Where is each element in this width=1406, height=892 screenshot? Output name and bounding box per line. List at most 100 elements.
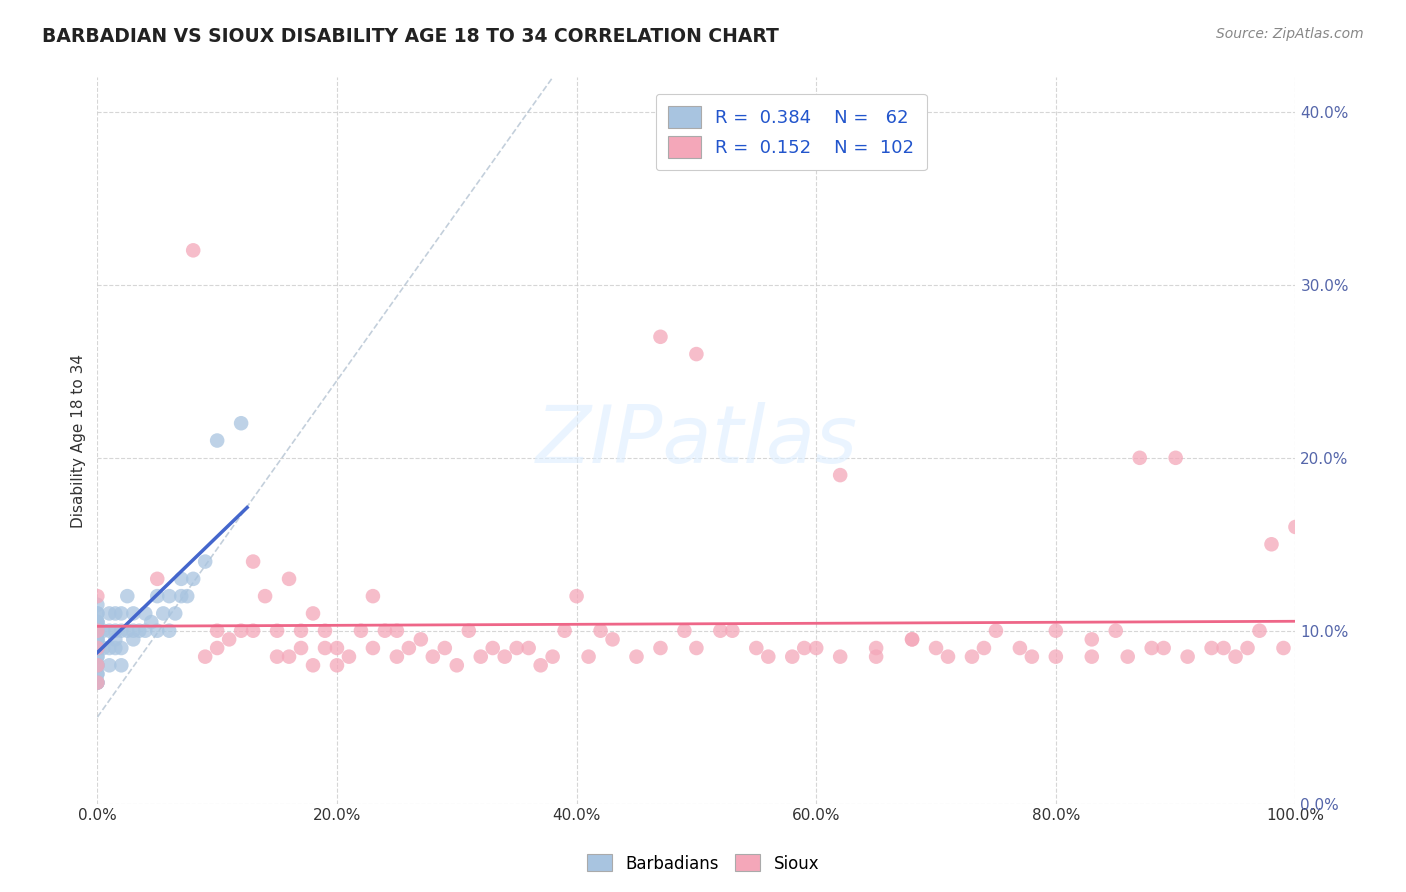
Point [1081, 632, 1104, 647]
Point [170, 572, 193, 586]
Point [110, 607, 132, 621]
Point [194, 649, 217, 664]
Point [673, 624, 696, 638]
Point [290, 640, 312, 655]
Point [86, 640, 108, 655]
Point [565, 589, 588, 603]
Point [1081, 649, 1104, 664]
Point [128, 624, 150, 638]
Point [1045, 649, 1067, 664]
Legend: R =  0.384    N =   62, R =  0.152    N =  102: R = 0.384 N = 62, R = 0.152 N = 102 [655, 94, 927, 170]
Point [1045, 624, 1067, 638]
Point [530, 658, 553, 673]
Point [385, 624, 408, 638]
Point [157, 589, 180, 603]
Point [865, 640, 887, 655]
Point [650, 330, 672, 344]
Point [1201, 640, 1223, 655]
Text: ZIPatlas: ZIPatlas [536, 401, 858, 480]
Point [361, 589, 384, 603]
Point [446, 658, 468, 673]
Point [302, 607, 325, 621]
Point [141, 615, 163, 629]
Point [398, 640, 420, 655]
Point [86, 640, 108, 655]
Point [122, 632, 145, 647]
Point [181, 244, 204, 258]
Point [578, 649, 600, 664]
Text: BARBADIAN VS SIOUX DISABILITY AGE 18 TO 34 CORRELATION CHART: BARBADIAN VS SIOUX DISABILITY AGE 18 TO … [42, 27, 779, 45]
Point [756, 649, 779, 664]
Point [242, 555, 264, 569]
Point [229, 624, 252, 638]
Point [98, 658, 121, 673]
Point [117, 624, 139, 638]
Point [86, 615, 108, 629]
Point [721, 624, 744, 638]
Point [1008, 640, 1031, 655]
Point [936, 649, 959, 664]
Point [86, 589, 108, 603]
Point [541, 649, 564, 664]
Point [830, 649, 852, 664]
Text: Source: ZipAtlas.com: Source: ZipAtlas.com [1216, 27, 1364, 41]
Point [86, 632, 108, 647]
Point [205, 640, 228, 655]
Point [205, 434, 228, 448]
Point [110, 640, 132, 655]
Point [86, 607, 108, 621]
Point [134, 607, 156, 621]
Point [290, 624, 312, 638]
Point [314, 640, 336, 655]
Point [98, 607, 121, 621]
Point [422, 649, 444, 664]
Point [326, 640, 349, 655]
Point [925, 640, 948, 655]
Point [86, 658, 108, 673]
Point [110, 658, 132, 673]
Point [1129, 450, 1152, 465]
Point [86, 640, 108, 655]
Point [960, 649, 983, 664]
Point [134, 624, 156, 638]
Point [1177, 649, 1199, 664]
Point [117, 589, 139, 603]
Point [1260, 537, 1282, 551]
Point [86, 649, 108, 664]
Point [901, 632, 924, 647]
Point [650, 640, 672, 655]
Point [685, 347, 707, 361]
Point [1225, 649, 1247, 664]
Point [146, 589, 169, 603]
Point [337, 649, 360, 664]
Point [901, 632, 924, 647]
Point [481, 640, 503, 655]
Point [157, 624, 180, 638]
Point [86, 615, 108, 629]
Point [793, 640, 815, 655]
Point [229, 416, 252, 430]
Point [146, 572, 169, 586]
Point [409, 632, 432, 647]
Point [104, 632, 127, 647]
Point [122, 624, 145, 638]
Point [1236, 640, 1258, 655]
Point [984, 624, 1007, 638]
Point [146, 624, 169, 638]
Point [266, 649, 288, 664]
Point [361, 640, 384, 655]
Point [86, 658, 108, 673]
Point [98, 640, 121, 655]
Point [278, 572, 301, 586]
Point [86, 658, 108, 673]
Point [205, 624, 228, 638]
Y-axis label: Disability Age 18 to 34: Disability Age 18 to 34 [72, 353, 86, 527]
Point [104, 607, 127, 621]
Point [314, 624, 336, 638]
Point [589, 624, 612, 638]
Point [278, 649, 301, 664]
Point [350, 624, 373, 638]
Point [181, 572, 204, 586]
Point [865, 649, 887, 664]
Point [1021, 649, 1043, 664]
